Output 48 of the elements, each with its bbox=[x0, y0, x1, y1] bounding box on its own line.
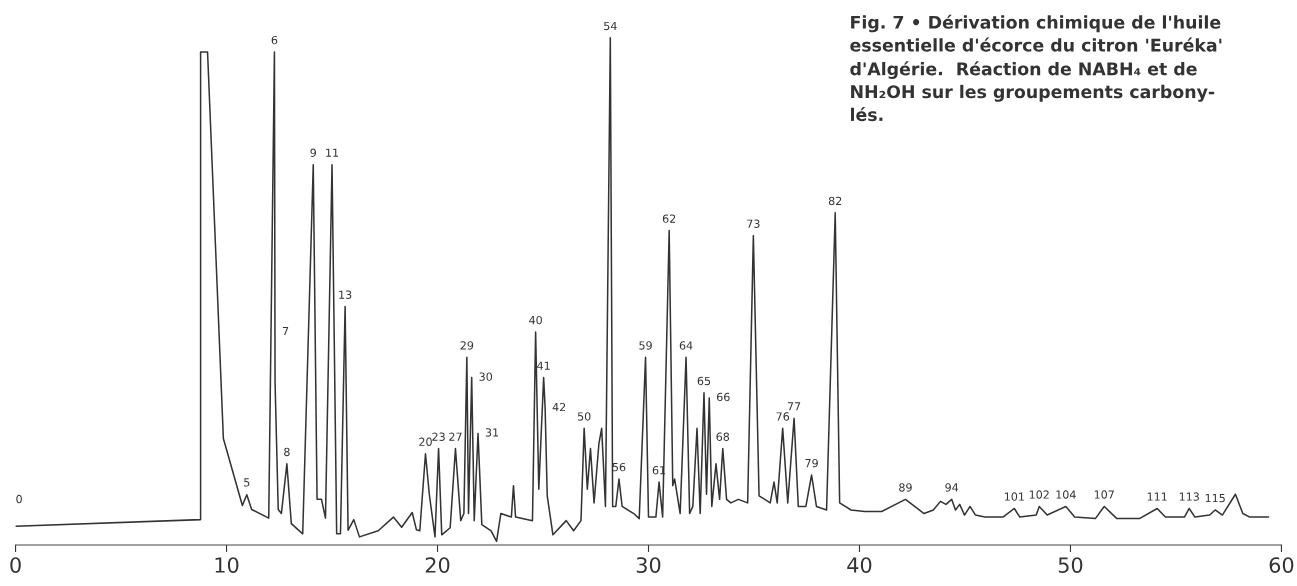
annotation: 5 bbox=[244, 478, 250, 487]
annotation: 50 bbox=[577, 412, 591, 421]
x-tick-label: 60 bbox=[1269, 557, 1294, 573]
annotation: 94 bbox=[945, 483, 959, 492]
x-tick-label: 0 bbox=[10, 557, 21, 573]
text: Fig. 7 • Dérivation chimique de l'huile essentielle d'écorce du citron 'Euréka' d'Algérie. Réaction de NABH₄ et de NH₂OH sur les groupements carbony- lés. bbox=[850, 14, 1222, 122]
x-tick-label: 10 bbox=[215, 557, 239, 573]
annotation: 41 bbox=[537, 361, 550, 370]
annotation: 0 bbox=[16, 494, 22, 504]
x-tick-label: 40 bbox=[847, 557, 872, 573]
annotation: 29 bbox=[460, 341, 474, 350]
annotation: 9 bbox=[310, 148, 317, 157]
annotation: 89 bbox=[899, 483, 912, 492]
annotation: 54 bbox=[604, 21, 617, 31]
annotation: 6 bbox=[271, 35, 278, 45]
annotation: 77 bbox=[787, 402, 801, 411]
annotation: 13 bbox=[339, 290, 352, 299]
x-tick-label: 20 bbox=[425, 557, 450, 573]
annotation: 11 bbox=[326, 148, 339, 157]
annotation: 20 bbox=[419, 437, 432, 446]
annotation: 73 bbox=[747, 219, 760, 228]
x-tick-label: 50 bbox=[1058, 557, 1083, 573]
annotation: 7 bbox=[282, 326, 289, 336]
annotation: 79 bbox=[805, 458, 818, 468]
annotation: 66 bbox=[716, 392, 730, 402]
annotation: 113 bbox=[1179, 492, 1199, 501]
annotation: 30 bbox=[479, 372, 493, 381]
annotation: 104 bbox=[1056, 490, 1076, 499]
annotation: 111 bbox=[1147, 492, 1167, 501]
annotation: 27 bbox=[449, 432, 462, 441]
annotation: 76 bbox=[776, 412, 790, 421]
annotation: 31 bbox=[485, 428, 499, 437]
annotation: 64 bbox=[679, 341, 693, 350]
annotation: 65 bbox=[697, 376, 711, 386]
annotation: 59 bbox=[639, 341, 652, 350]
annotation: 23 bbox=[432, 432, 445, 441]
annotation: 40 bbox=[529, 315, 542, 325]
annotation: 62 bbox=[662, 214, 676, 223]
annotation: 102 bbox=[1029, 490, 1049, 499]
annotation: 8 bbox=[284, 447, 290, 457]
annotation: 68 bbox=[716, 432, 730, 441]
annotation: 82 bbox=[828, 196, 842, 206]
x-tick-label: 30 bbox=[636, 557, 661, 573]
annotation: 42 bbox=[552, 402, 566, 412]
annotation: 56 bbox=[612, 462, 626, 472]
annotation: 101 bbox=[1004, 492, 1024, 501]
annotation: 107 bbox=[1094, 490, 1114, 499]
annotation: 115 bbox=[1205, 494, 1225, 503]
